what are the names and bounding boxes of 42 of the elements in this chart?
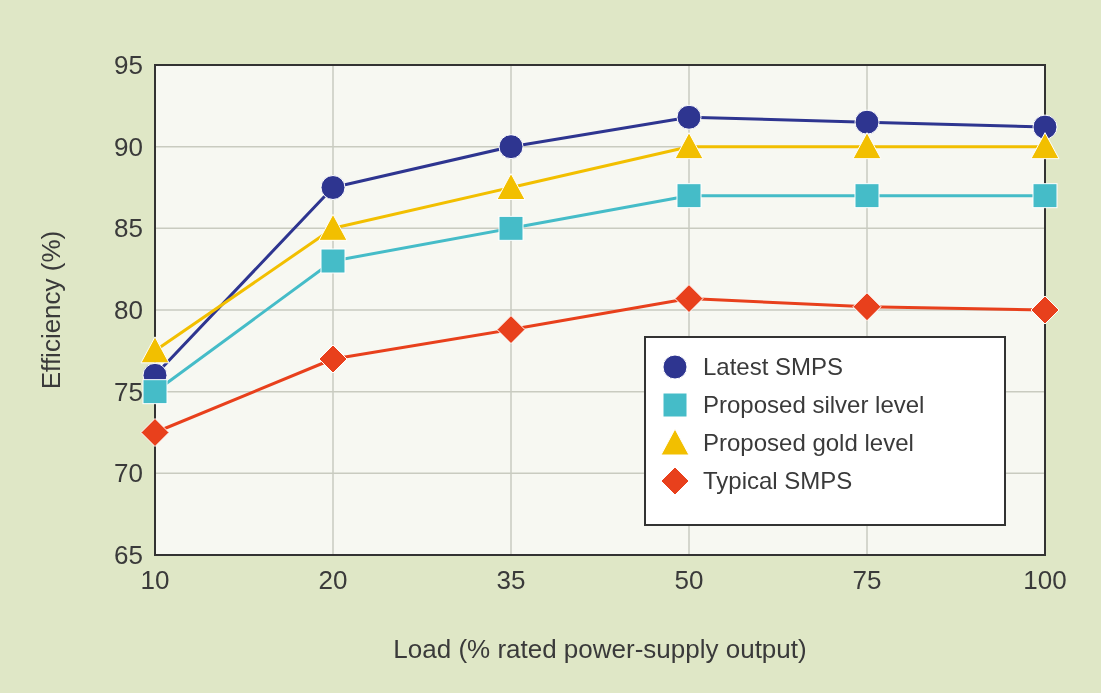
- x-tick-label: 35: [496, 565, 526, 595]
- point: [496, 315, 526, 345]
- point: [320, 248, 346, 274]
- point: [142, 379, 168, 405]
- point: [498, 134, 524, 160]
- point: [320, 175, 346, 200]
- x-tick-label: 50: [674, 565, 704, 595]
- x-tick-label: 100: [1023, 565, 1067, 595]
- point: [852, 292, 882, 322]
- legend-label: Proposed silver level: [703, 391, 925, 419]
- y-tick-label: 75: [114, 376, 143, 407]
- y-tick-label: 80: [114, 295, 143, 326]
- point: [854, 109, 880, 135]
- legend-label: Proposed gold level: [703, 429, 914, 457]
- legend-label: Latest SMPS: [703, 353, 844, 381]
- point: [318, 213, 348, 241]
- point: [498, 215, 524, 241]
- x-axis-title: Load (% rated power-supply output): [393, 634, 807, 664]
- point: [1032, 114, 1058, 140]
- y-axis-title: Efficiency (%): [36, 230, 66, 390]
- point: [674, 284, 704, 314]
- point: [496, 173, 526, 200]
- point: [852, 132, 882, 160]
- point: [1030, 295, 1060, 325]
- y-tick-label: 85: [114, 213, 143, 244]
- point: [674, 132, 704, 160]
- x-tick-label: 10: [140, 565, 170, 595]
- y-tick-label: 90: [114, 131, 143, 162]
- y-tick-label: 65: [114, 540, 143, 571]
- y-tick-label: 70: [114, 458, 143, 489]
- point: [854, 183, 880, 209]
- point: [140, 418, 170, 447]
- x-tick-label: 20: [318, 565, 348, 595]
- x-tick-label: 75: [852, 565, 882, 595]
- point: [1030, 132, 1060, 160]
- point: [676, 104, 702, 130]
- point: [318, 344, 348, 374]
- point: [676, 183, 702, 209]
- point: [140, 336, 170, 364]
- legend-label: Typical SMPS: [703, 467, 853, 495]
- point: [1032, 183, 1058, 209]
- y-tick-label: 95: [114, 50, 143, 81]
